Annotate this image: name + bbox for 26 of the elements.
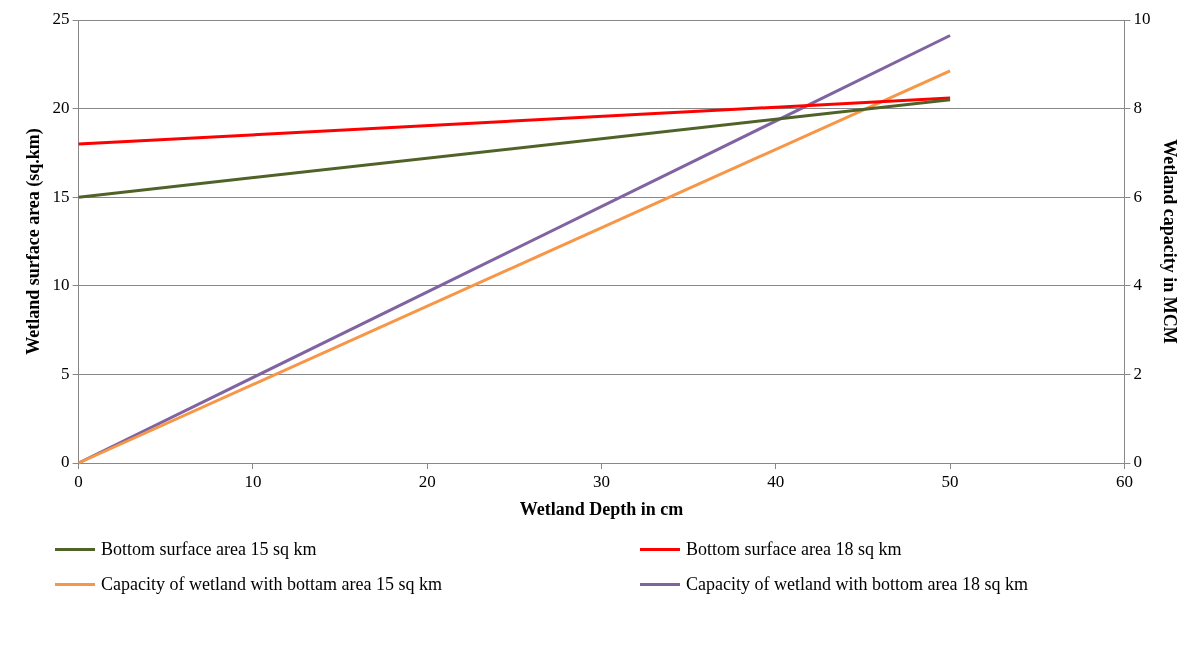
x-tick-label: 20 <box>418 471 436 491</box>
y2-tick-label: 6 <box>1133 186 1142 206</box>
legend-label: Capacity of wetland with bottom area 18 sq km <box>686 574 1028 595</box>
y2-tick-label: 0 <box>1133 452 1142 472</box>
y2-tick-label: 4 <box>1133 275 1143 295</box>
y-tick-label: 15 <box>52 186 70 206</box>
y-axis-title: Wetland surface area (sq.km) <box>23 128 45 355</box>
x-tick-label: 10 <box>244 471 262 491</box>
legend-label: Bottom surface area 15 sq km <box>101 539 317 560</box>
y2-tick-label: 10 <box>1133 9 1151 29</box>
y-tick-label: 5 <box>61 363 70 383</box>
x-axis-title: Wetland Depth in cm <box>519 498 684 519</box>
x-tick-label: 30 <box>593 471 610 491</box>
legend-label: Capacity of wetland with bottam area 15 sq km <box>101 574 442 595</box>
y-tick-label: 10 <box>52 275 70 295</box>
y-tick-label: 0 <box>61 452 70 472</box>
x-tick-label: 0 <box>74 471 83 491</box>
y2-tick-label: 2 <box>1133 363 1142 383</box>
x-tick-label: 40 <box>767 471 785 491</box>
x-tick-label: 50 <box>941 471 959 491</box>
legend-label: Bottom surface area 18 sq km <box>686 539 902 560</box>
y-tick-label: 20 <box>52 98 70 118</box>
y-tick-label: 25 <box>52 9 70 29</box>
x-tick-label: 60 <box>1115 471 1133 491</box>
y2-axis-title: Wetland capacity in MCM <box>1159 139 1180 344</box>
y2-tick-label: 8 <box>1133 98 1142 118</box>
